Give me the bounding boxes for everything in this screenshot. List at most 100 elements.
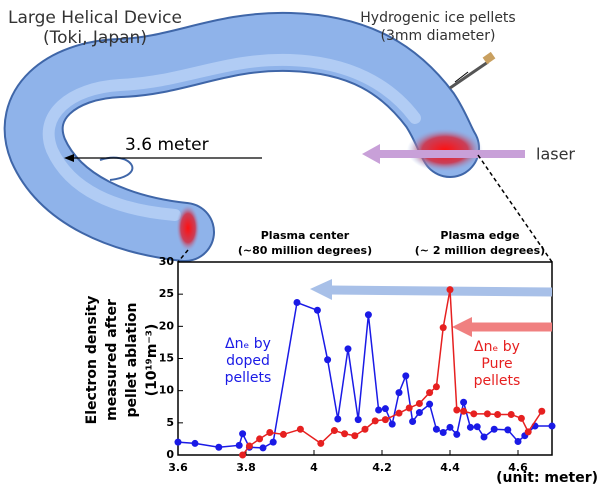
y-tick-label: 30 (159, 255, 175, 268)
data-point (324, 356, 332, 364)
data-point (174, 438, 182, 446)
edge-arrow (329, 285, 553, 297)
data-point (473, 423, 481, 431)
data-point (432, 383, 440, 391)
data-point (371, 417, 379, 425)
data-point (446, 286, 454, 294)
data-point (341, 430, 349, 438)
data-point (245, 442, 253, 450)
annotation: (~80 million degrees) (238, 244, 372, 257)
data-point (313, 306, 321, 314)
data-point (439, 428, 447, 436)
y-tick-label: 5 (166, 416, 174, 429)
pure-arrow-head (452, 317, 472, 337)
x-axis-label: (unit: meter) (496, 470, 598, 486)
data-point (432, 425, 440, 433)
annotation: Plasma edge (440, 229, 519, 242)
series-annotation: Δnₑ by (474, 339, 520, 355)
y-axis-label: Electron density (84, 296, 100, 425)
pellet-size: (3mm diameter) (380, 28, 495, 44)
laser-label: laser (536, 145, 575, 164)
y-tick-label: 0 (166, 448, 174, 461)
chart: 0 5 10 15 20 25 30 3.6 3.8 4 4.2 4.4 4.6(unit: meter… (84, 229, 598, 486)
x-tick-label: 4 (310, 461, 318, 474)
data-point (296, 425, 304, 433)
data-point (466, 423, 474, 431)
x-tick-label: 4.2 (372, 461, 392, 474)
pellets-label: Hydrogenic ice pellets (360, 10, 515, 26)
series-annotation: doped (226, 353, 270, 369)
data-point (330, 427, 338, 435)
data-point (446, 423, 454, 431)
data-point (259, 444, 267, 452)
helical-device (3, 11, 483, 262)
data-point (460, 407, 468, 415)
data-point (405, 404, 413, 412)
data-point (354, 416, 362, 424)
data-point (381, 416, 389, 424)
y-axis-label: (10¹⁹m⁻³) (144, 324, 160, 397)
data-point (317, 439, 325, 447)
data-point (375, 406, 383, 414)
y-tick-label: 25 (159, 287, 174, 300)
data-point (507, 410, 515, 418)
data-point (426, 400, 434, 408)
data-point (490, 425, 498, 433)
data-point (381, 405, 389, 413)
device-location: (Toki, Japan) (43, 28, 147, 48)
data-point (480, 433, 488, 441)
y-tick-label: 10 (159, 384, 175, 397)
data-point (344, 345, 352, 353)
data-point (364, 311, 372, 319)
data-point (256, 435, 264, 443)
data-point (514, 437, 522, 445)
data-point (409, 418, 417, 426)
data-point (426, 389, 434, 397)
y-axis-label: pellet ablation (124, 303, 140, 418)
annotation: (~ 2 million degrees) (415, 244, 545, 257)
x-tick-label: 4.6 (508, 461, 528, 474)
y-axis-label: measured after (104, 299, 120, 421)
y-tick-label: 15 (159, 352, 174, 365)
data-point (266, 428, 274, 436)
data-point (239, 430, 247, 438)
data-point (548, 422, 556, 430)
zoom-line (477, 154, 553, 263)
data-point (517, 414, 525, 422)
data-point (470, 410, 478, 418)
series-annotation: Δnₑ by (225, 336, 271, 352)
data-point (269, 438, 277, 446)
data-point (334, 415, 342, 423)
series-annotation: pellets (225, 370, 272, 386)
data-point (235, 441, 243, 449)
data-point (279, 430, 287, 438)
data-point (191, 439, 199, 447)
data-point (215, 443, 223, 451)
radius-arrow (64, 154, 262, 162)
data-point (395, 389, 403, 397)
data-point (402, 372, 410, 380)
data-point (351, 432, 359, 440)
y-tick-label: 20 (159, 319, 175, 332)
x-tick-label: 3.6 (168, 461, 188, 474)
laser-beam (362, 144, 525, 164)
x-tick-label: 3.8 (236, 461, 256, 474)
x-tick-label: 4.4 (440, 461, 460, 474)
device-name: Large Helical Device (8, 8, 182, 28)
data-point (494, 410, 502, 418)
zoom-line (177, 249, 189, 263)
edge-arrow-head (310, 279, 332, 300)
data-point (439, 324, 447, 332)
annotation: Plasma center (261, 229, 350, 242)
radius-label: 3.6 meter (125, 135, 209, 155)
data-point (239, 451, 247, 459)
data-point (460, 398, 468, 406)
data-point (293, 299, 301, 307)
data-point (395, 409, 403, 417)
data-point (524, 428, 532, 436)
data-point (388, 420, 396, 428)
data-point (504, 426, 512, 434)
data-point (361, 425, 369, 433)
data-point (538, 407, 546, 415)
